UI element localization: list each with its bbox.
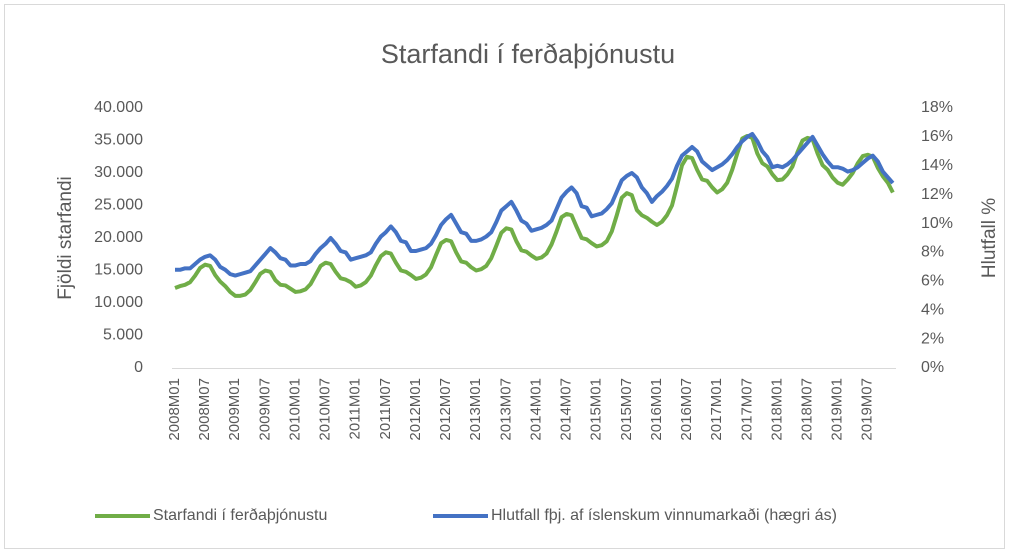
x-tick-label: 2019M01	[829, 378, 846, 441]
x-tick-label: 2015M07	[618, 378, 635, 441]
x-tick-label: 2010M07	[317, 378, 334, 441]
x-tick-label: 2008M01	[166, 378, 183, 441]
x-tick-label: 2013M01	[467, 378, 484, 441]
x-tick-label: 2019M07	[859, 378, 876, 441]
series-line	[174, 133, 895, 298]
y2-tick-label: 2%	[921, 330, 944, 347]
series-line	[175, 132, 895, 278]
y2-axis-label: Hlutfall %	[979, 198, 1000, 278]
x-tick-label: 2009M07	[256, 378, 273, 441]
x-tick-label: 2015M01	[588, 378, 605, 441]
x-tick-label: 2009M01	[226, 378, 243, 441]
y2-tick-label: 4%	[921, 301, 944, 318]
y-tick-label: 20.000	[94, 229, 143, 246]
y-tick-label: 25.000	[94, 197, 143, 214]
y2-tick-label: 10%	[921, 215, 953, 232]
y2-tick-label: 16%	[921, 128, 953, 145]
y2-tick-label: 18%	[921, 99, 953, 116]
y-tick-label: 10.000	[94, 294, 143, 311]
chart-title: Starfandi í ferðaþjónustu	[381, 39, 675, 69]
y-tick-label: 35.000	[94, 132, 143, 149]
x-tick-label: 2012M01	[407, 378, 424, 441]
x-tick-label: 2018M07	[798, 378, 815, 441]
x-tick-label: 2017M01	[708, 378, 725, 441]
x-tick-label: 2014M01	[527, 378, 544, 441]
chart-frame	[4, 4, 1005, 549]
y2-tick-label: 12%	[921, 186, 953, 203]
y2-tick-label: 6%	[921, 273, 944, 290]
x-tick-label: 2016M01	[648, 378, 665, 441]
x-tick-label: 2013M07	[497, 378, 514, 441]
y2-tick-label: 0%	[921, 359, 944, 376]
y-tick-label: 40.000	[94, 99, 143, 116]
x-tick-label: 2014M07	[558, 378, 575, 441]
y-tick-label: 5.000	[103, 327, 143, 344]
x-tick-label: 2010M01	[286, 378, 303, 441]
x-tick-label: 2012M07	[437, 378, 454, 441]
x-tick-label: 2008M07	[196, 378, 213, 441]
legend-label: Starfandi í ferðaþjónustu	[153, 507, 327, 524]
y2-tick-label: 8%	[921, 244, 944, 261]
y-tick-label: 0	[134, 359, 143, 376]
y-tick-label: 15.000	[94, 262, 143, 279]
x-tick-label: 2016M07	[678, 378, 695, 441]
y-tick-label: 30.000	[94, 164, 143, 181]
x-tick-label: 2011M07	[377, 378, 394, 439]
y-axis-label: Fjöldi starfandi	[55, 176, 76, 300]
x-tick-label: 2017M07	[738, 378, 755, 441]
y2-tick-label: 14%	[921, 157, 953, 174]
legend-label: Hlutfall fþj. af íslenskum vinnumarkaði …	[491, 507, 837, 524]
x-tick-label: 2018M01	[768, 378, 785, 441]
x-tick-label: 2011M01	[347, 378, 364, 439]
